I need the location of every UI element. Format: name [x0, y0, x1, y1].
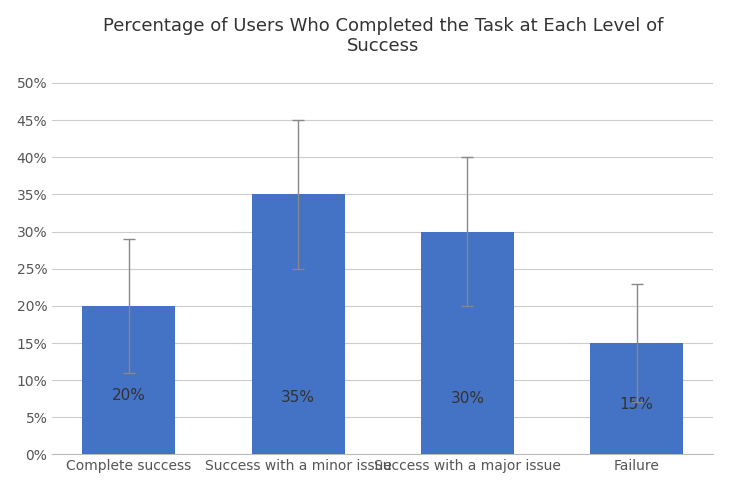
Bar: [252, 195, 345, 454]
Text: 15%: 15%: [620, 397, 653, 412]
Text: 30%: 30%: [450, 391, 485, 406]
Text: 20%: 20%: [112, 388, 146, 403]
Bar: [590, 343, 683, 454]
Bar: [421, 232, 514, 454]
Text: 35%: 35%: [281, 390, 315, 405]
Title: Percentage of Users Who Completed the Task at Each Level of
Success: Percentage of Users Who Completed the Ta…: [103, 17, 663, 55]
Bar: [82, 306, 175, 454]
